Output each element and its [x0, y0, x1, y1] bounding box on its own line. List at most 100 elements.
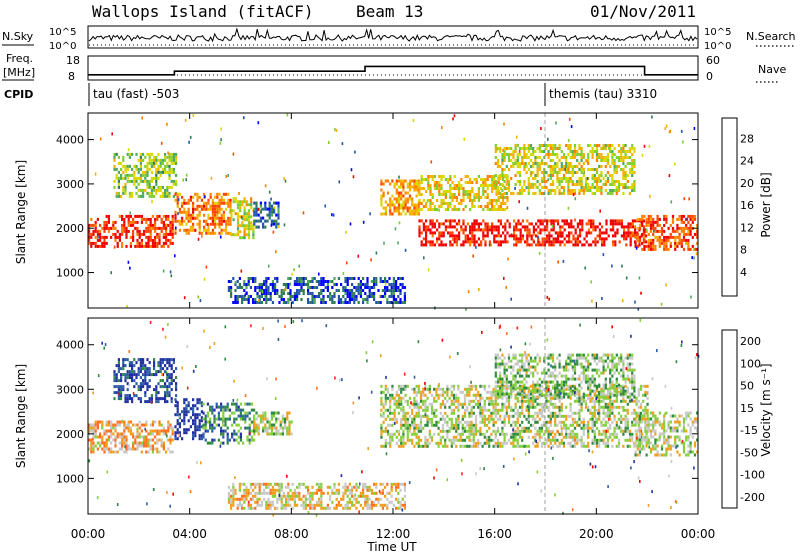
- echo-cell: [165, 450, 168, 454]
- echo-cell: [417, 384, 420, 388]
- echo-cell: [118, 420, 121, 424]
- echo-cell: [399, 482, 402, 486]
- echo-cell: [624, 174, 627, 177]
- echo-cell: [296, 298, 299, 301]
- echo-cell: [495, 184, 498, 187]
- echo-cell: [236, 233, 240, 237]
- scatter-cell: [452, 117, 454, 121]
- echo-cell: [196, 213, 199, 217]
- echo-cell: [389, 197, 392, 201]
- echo-cell: [551, 180, 555, 183]
- echo-cell: [153, 185, 156, 189]
- echo-cell: [556, 177, 559, 180]
- echo-cell: [406, 426, 409, 430]
- scatter-cell: [503, 276, 505, 280]
- echo-cell: [125, 214, 128, 218]
- scatter-cell: [189, 135, 192, 139]
- echo-cell: [148, 158, 151, 162]
- echo-cell: [411, 417, 414, 421]
- echo-cell: [471, 205, 474, 208]
- echo-cell: [538, 183, 541, 186]
- echo-cell: [169, 226, 172, 230]
- echo-cell: [123, 432, 126, 436]
- echo-cell: [143, 423, 146, 427]
- scatter-cell: [525, 162, 527, 165]
- echo-cell: [543, 186, 546, 189]
- echo-cell: [171, 241, 174, 245]
- echo-cell: [284, 426, 287, 430]
- echo-cell: [335, 506, 338, 510]
- echo-cell: [200, 419, 203, 423]
- echo-cell: [238, 283, 241, 286]
- echo-cell: [263, 491, 266, 495]
- echo-cell: [194, 413, 197, 417]
- echo-cell: [94, 235, 97, 239]
- echo-cell: [154, 226, 157, 230]
- echo-cell: [107, 447, 110, 451]
- echo-cell: [440, 243, 443, 247]
- echo-cell: [157, 152, 160, 156]
- echo-cell: [273, 414, 276, 418]
- scatter-cell: [535, 185, 537, 189]
- echo-cell: [380, 444, 383, 448]
- echo-cell: [282, 506, 285, 510]
- echo-cell: [117, 367, 120, 371]
- echo-cell: [613, 183, 616, 186]
- echo-cell: [427, 175, 430, 178]
- echo-cell: [211, 408, 214, 412]
- echo-cell: [118, 235, 121, 239]
- echo-cell: [273, 426, 276, 430]
- echo-cell: [262, 420, 265, 424]
- echo-cell: [649, 214, 653, 218]
- echo-cell: [289, 503, 292, 507]
- echo-cell: [124, 358, 127, 362]
- echo-cell: [527, 183, 530, 186]
- echo-cell: [388, 277, 391, 280]
- echo-cell: [209, 216, 212, 220]
- echo-cell: [224, 423, 227, 427]
- echo-cell: [417, 429, 420, 433]
- echo-cell: [382, 444, 385, 448]
- echo-cell: [236, 221, 240, 225]
- echo-cell: [204, 414, 207, 418]
- echo-cell: [293, 280, 296, 283]
- echo-cell: [322, 277, 325, 280]
- colorbar-tick-label: 16: [740, 199, 754, 212]
- echo-cell: [627, 231, 630, 235]
- echo-cell: [164, 400, 167, 404]
- echo-cell: [140, 232, 143, 236]
- echo-cell: [603, 237, 606, 241]
- echo-cell: [674, 241, 677, 245]
- echo-cell: [176, 437, 179, 441]
- echo-cell: [491, 184, 494, 187]
- echo-cell: [153, 164, 156, 168]
- echo-cell: [136, 226, 139, 230]
- echo-cell: [136, 423, 139, 427]
- echo-cell: [452, 411, 456, 415]
- echo-cell: [647, 247, 650, 251]
- echo-cell: [439, 435, 442, 439]
- echo-cell: [127, 447, 130, 451]
- echo-cell: [232, 277, 235, 280]
- echo-cell: [530, 237, 533, 241]
- echo-cell: [600, 165, 603, 168]
- echo-cell: [243, 506, 246, 510]
- echo-cell: [171, 232, 174, 236]
- echo-cell: [549, 144, 552, 147]
- echo-cell: [257, 219, 260, 223]
- echo-cell: [532, 192, 535, 195]
- echo-cell: [275, 219, 278, 223]
- echo-cell: [634, 228, 637, 232]
- echo-cell: [497, 196, 500, 199]
- echo-cell: [604, 144, 607, 147]
- echo-cell: [265, 491, 268, 495]
- echo-cell: [470, 423, 473, 427]
- echo-cell: [194, 422, 197, 426]
- echo-cell: [497, 175, 500, 178]
- echo-cell: [274, 491, 277, 495]
- echo-cell: [397, 203, 401, 207]
- scatter-cell: [669, 129, 671, 133]
- echo-cell: [391, 411, 394, 415]
- echo-cell: [192, 207, 195, 211]
- echo-cell: [185, 413, 188, 417]
